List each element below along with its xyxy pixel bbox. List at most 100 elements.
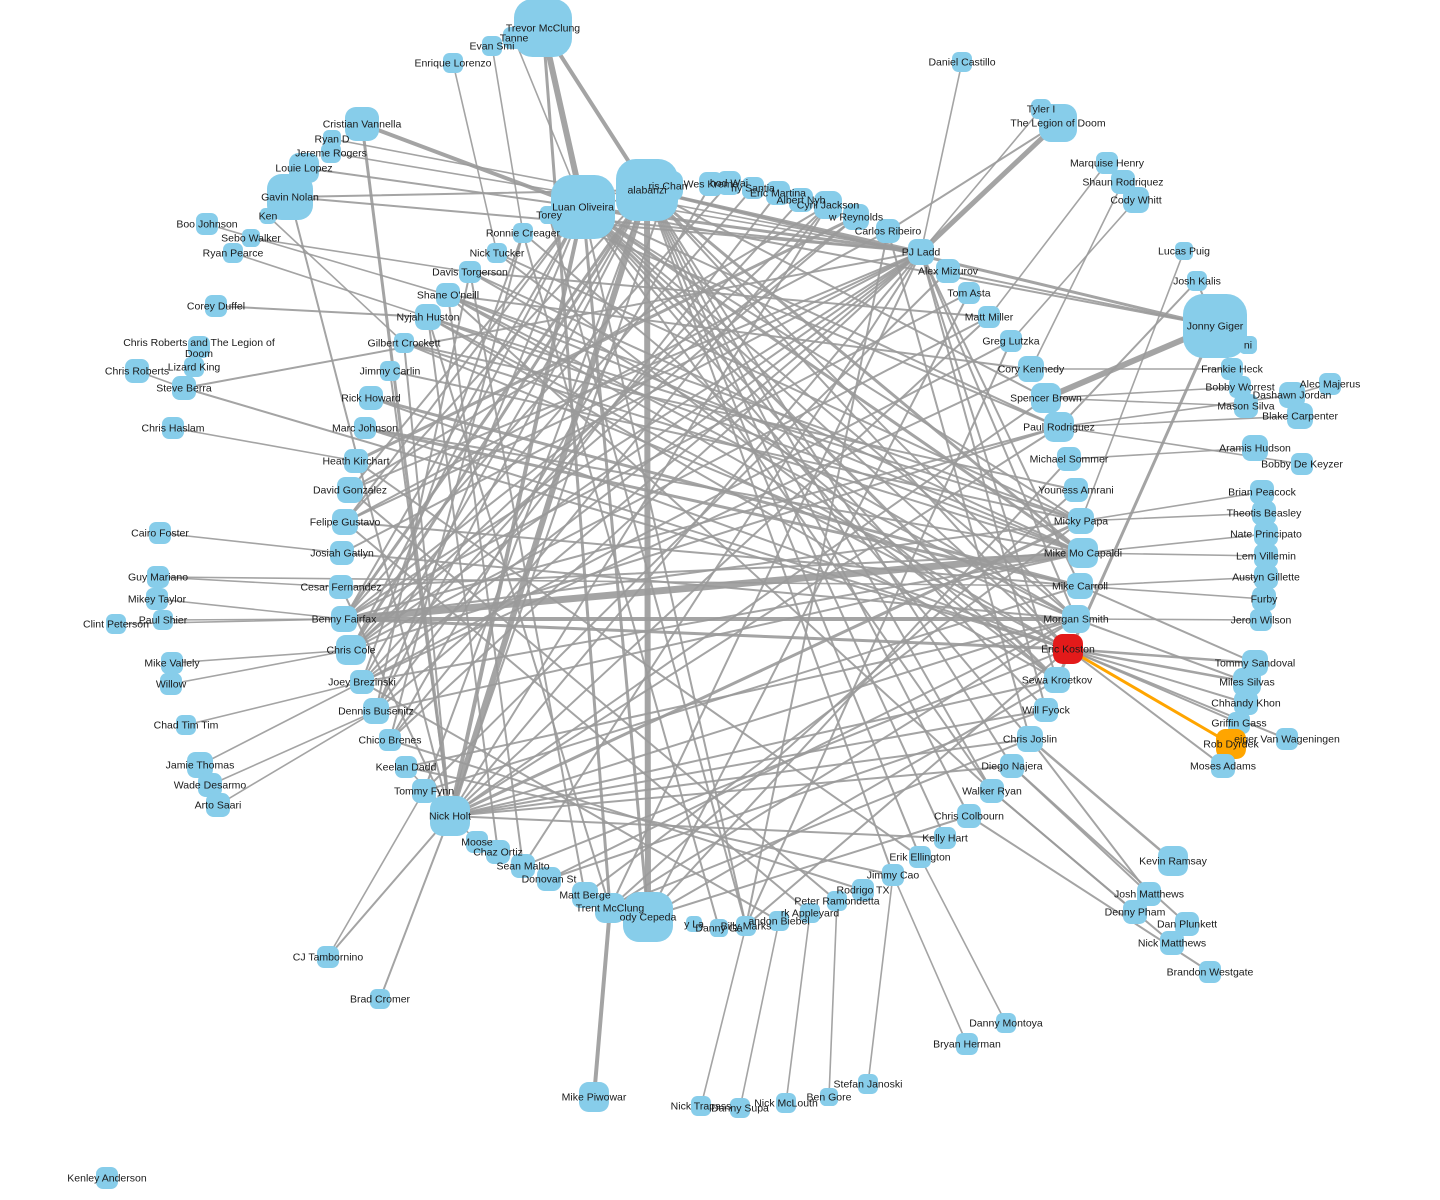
graph-node[interactable] — [187, 752, 213, 778]
graph-node[interactable] — [436, 283, 460, 307]
graph-node[interactable] — [843, 204, 869, 230]
graph-node[interactable] — [162, 417, 184, 439]
graph-node[interactable] — [1252, 587, 1276, 611]
graph-node[interactable] — [415, 304, 441, 330]
graph-node[interactable] — [934, 827, 956, 849]
graph-node[interactable] — [482, 36, 502, 56]
graph-node[interactable] — [623, 892, 673, 942]
graph-node[interactable] — [336, 635, 366, 665]
graph-node[interactable] — [486, 840, 510, 864]
graph-node[interactable] — [1175, 242, 1193, 260]
graph-node[interactable] — [717, 171, 741, 195]
graph-node[interactable] — [595, 893, 625, 923]
graph-node[interactable] — [537, 867, 561, 891]
graph-node[interactable] — [1291, 453, 1313, 475]
graph-node[interactable] — [466, 831, 488, 853]
graph-node[interactable] — [996, 1013, 1016, 1033]
graph-node[interactable] — [106, 614, 126, 634]
graph-node[interactable] — [776, 1093, 796, 1113]
graph-node[interactable] — [184, 357, 204, 377]
graph-node[interactable] — [1160, 931, 1184, 955]
graph-node[interactable] — [1031, 383, 1061, 413]
graph-node[interactable] — [395, 756, 417, 778]
graph-node[interactable] — [1018, 356, 1044, 382]
graph-node[interactable] — [337, 477, 363, 503]
graph-node[interactable] — [1064, 478, 1088, 502]
graph-node[interactable] — [858, 1074, 878, 1094]
graph-node[interactable] — [1199, 961, 1221, 983]
graph-node[interactable] — [188, 336, 210, 358]
graph-node[interactable] — [1221, 358, 1243, 380]
graph-node[interactable] — [317, 946, 339, 968]
graph-node[interactable] — [1000, 754, 1024, 778]
highlighted-graph-node[interactable] — [1216, 729, 1246, 759]
graph-node[interactable] — [876, 219, 900, 243]
graph-node[interactable] — [487, 243, 507, 263]
graph-node[interactable] — [380, 361, 400, 381]
graph-node[interactable] — [1287, 403, 1313, 429]
graph-node[interactable] — [511, 854, 535, 878]
graph-node[interactable] — [1319, 373, 1341, 395]
graph-node[interactable] — [814, 191, 842, 219]
graph-node[interactable] — [1242, 435, 1268, 461]
graph-node[interactable] — [1187, 271, 1207, 291]
graph-node[interactable] — [980, 779, 1004, 803]
graph-node[interactable] — [267, 174, 313, 220]
graph-node[interactable] — [443, 53, 463, 73]
graph-node[interactable] — [1234, 691, 1258, 715]
graph-node[interactable] — [882, 864, 904, 886]
graph-node[interactable] — [514, 0, 572, 57]
graph-node[interactable] — [1254, 565, 1278, 589]
graph-node[interactable] — [260, 208, 276, 224]
graph-node[interactable] — [730, 1098, 750, 1118]
graph-node[interactable] — [394, 333, 414, 353]
graph-node[interactable] — [1096, 152, 1118, 174]
graph-node[interactable] — [1067, 573, 1093, 599]
graph-node[interactable] — [96, 1167, 118, 1189]
graph-node[interactable] — [1183, 294, 1247, 358]
graph-node[interactable] — [1123, 900, 1147, 924]
graph-node[interactable] — [1279, 382, 1305, 408]
graph-node[interactable] — [1034, 698, 1058, 722]
graph-node[interactable] — [1068, 508, 1094, 534]
graph-node[interactable] — [354, 417, 376, 439]
graph-node[interactable] — [329, 575, 353, 599]
graph-node[interactable] — [147, 566, 169, 588]
graph-node[interactable] — [161, 652, 183, 674]
graph-node[interactable] — [412, 779, 436, 803]
graph-node[interactable] — [332, 509, 358, 535]
graph-node[interactable] — [321, 143, 341, 163]
graph-node[interactable] — [363, 698, 389, 724]
graph-node[interactable] — [370, 989, 390, 1009]
graph-node[interactable] — [789, 188, 813, 212]
graph-node[interactable] — [330, 541, 354, 565]
graph-node[interactable] — [1229, 376, 1251, 398]
graph-node[interactable] — [908, 239, 934, 265]
graph-node[interactable] — [196, 213, 218, 235]
graph-node[interactable] — [350, 670, 374, 694]
graph-node[interactable] — [736, 916, 756, 936]
selected-graph-node[interactable] — [1053, 634, 1083, 664]
graph-node[interactable] — [710, 919, 728, 937]
graph-node[interactable] — [1068, 538, 1098, 568]
graph-node[interactable] — [957, 804, 981, 828]
graph-node[interactable] — [852, 879, 874, 901]
graph-node[interactable] — [909, 846, 931, 868]
graph-node[interactable] — [1211, 754, 1235, 778]
graph-node[interactable] — [551, 175, 615, 239]
graph-node[interactable] — [952, 52, 972, 72]
graph-node[interactable] — [766, 181, 790, 205]
graph-node[interactable] — [344, 449, 368, 473]
graph-node[interactable] — [800, 903, 820, 923]
graph-node[interactable] — [379, 729, 401, 751]
graph-node[interactable] — [1252, 501, 1276, 525]
graph-node[interactable] — [572, 882, 598, 908]
graph-node[interactable] — [1137, 882, 1161, 906]
graph-node[interactable] — [160, 673, 182, 695]
graph-node[interactable] — [936, 259, 960, 283]
graph-node[interactable] — [345, 107, 379, 141]
graph-node[interactable] — [125, 359, 149, 383]
graph-node[interactable] — [742, 177, 764, 199]
graph-node[interactable] — [820, 1088, 838, 1106]
